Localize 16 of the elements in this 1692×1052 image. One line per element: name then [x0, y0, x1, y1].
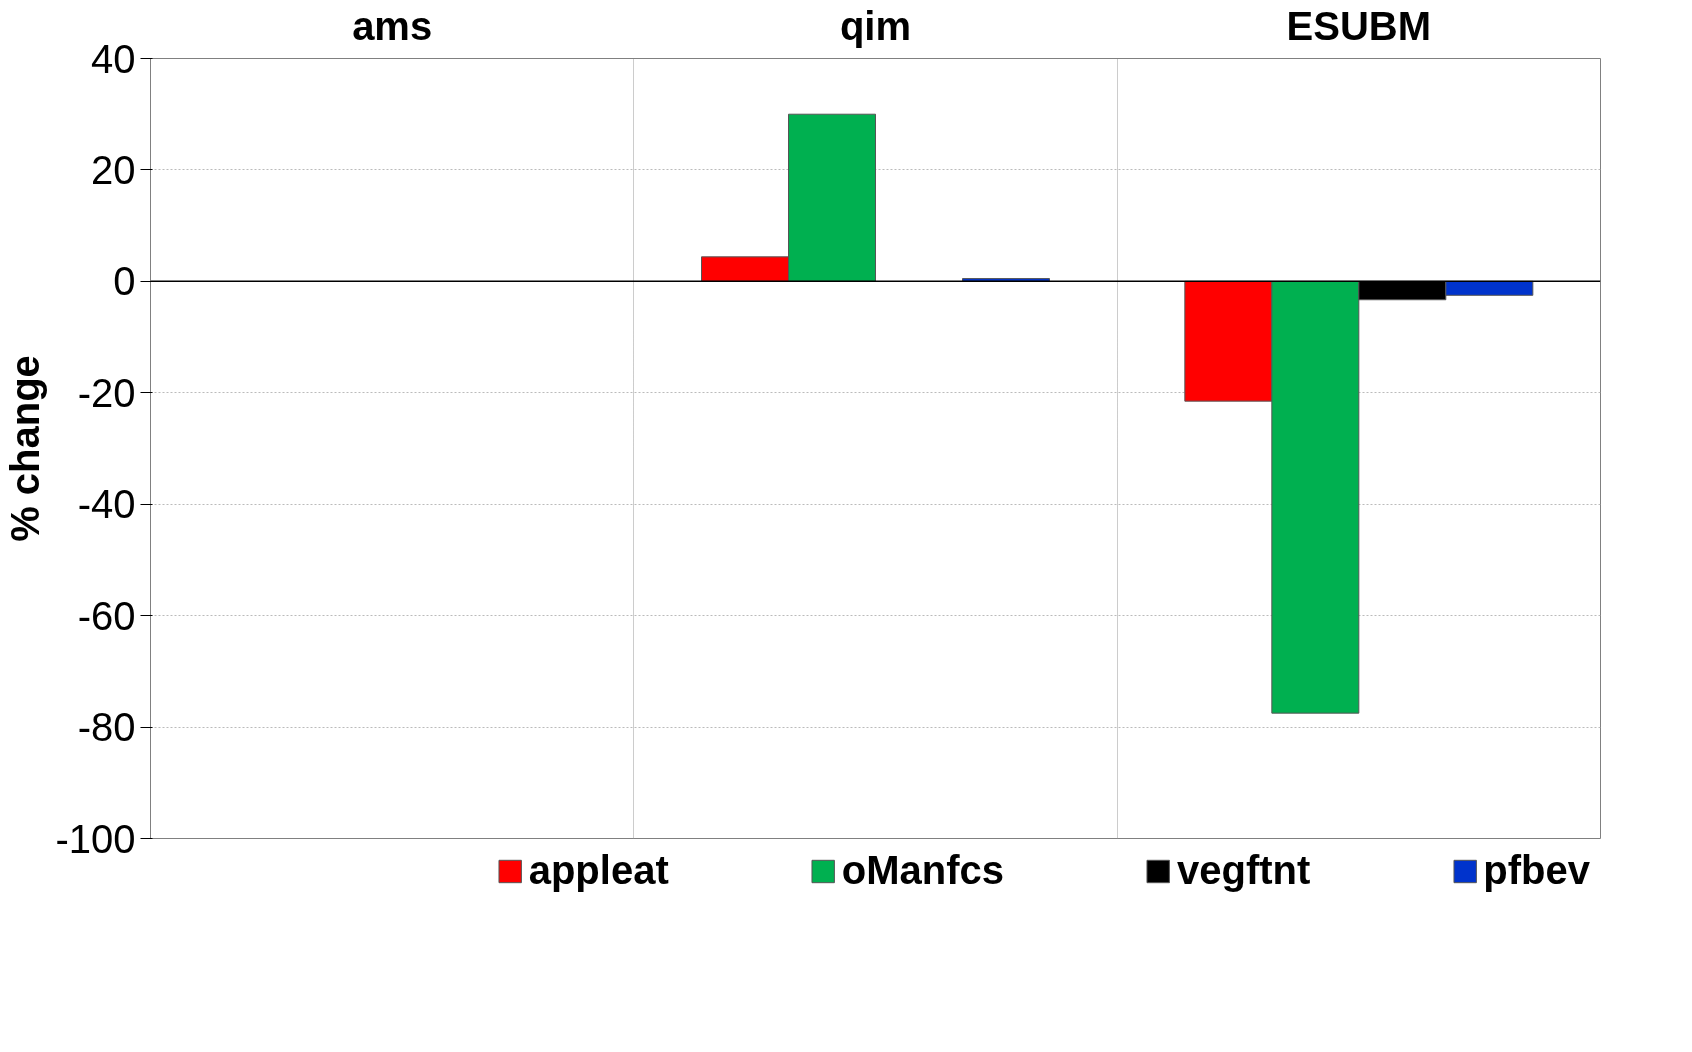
- legend-label: pfbev: [1483, 848, 1590, 893]
- legend-label: vegftnt: [1176, 848, 1311, 893]
- y-tick-label: 40: [91, 36, 136, 81]
- y-tick-label: -40: [77, 482, 136, 527]
- legend-label: oManfcs: [841, 848, 1004, 893]
- y-tick-label: -20: [77, 370, 136, 415]
- y-tick-label: -100: [55, 816, 136, 861]
- y-tick-label: 20: [91, 147, 136, 192]
- x-tick-label: qim: [839, 3, 912, 48]
- x-tick-label: ESUBM: [1286, 3, 1432, 48]
- legend-label: appleat: [528, 848, 669, 893]
- y-tick-label: -60: [77, 593, 136, 638]
- y-tick-label: -80: [77, 705, 136, 750]
- y-tick-label: 0: [113, 259, 136, 304]
- y-axis-title: % change: [3, 355, 48, 542]
- x-tick-label: ams: [352, 3, 433, 48]
